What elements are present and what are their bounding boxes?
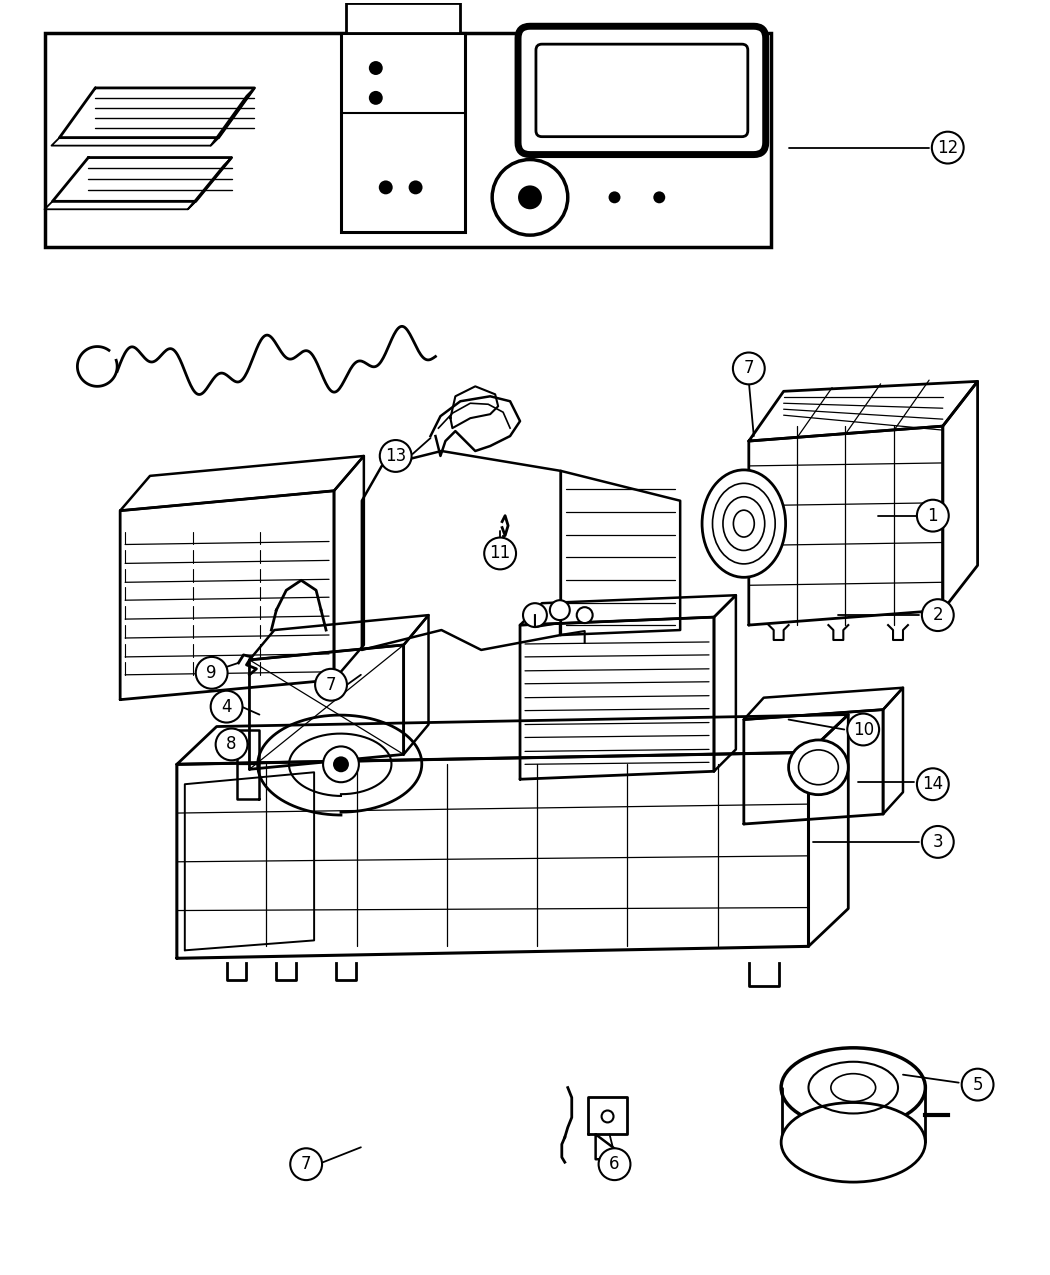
Text: 8: 8	[227, 736, 237, 754]
FancyBboxPatch shape	[536, 45, 748, 136]
Ellipse shape	[781, 1048, 925, 1127]
Text: 4: 4	[222, 697, 232, 715]
Ellipse shape	[702, 470, 785, 578]
Circle shape	[323, 746, 359, 783]
Circle shape	[215, 728, 248, 760]
Circle shape	[518, 185, 542, 209]
Circle shape	[315, 669, 346, 701]
Text: 3: 3	[932, 833, 943, 850]
Ellipse shape	[781, 1103, 925, 1182]
Circle shape	[484, 538, 516, 570]
Circle shape	[523, 603, 547, 627]
Circle shape	[290, 1149, 322, 1181]
Circle shape	[598, 1149, 630, 1181]
Circle shape	[380, 440, 412, 472]
Text: 10: 10	[853, 720, 874, 738]
Circle shape	[733, 352, 764, 384]
Circle shape	[550, 601, 570, 620]
Text: 5: 5	[972, 1076, 983, 1094]
Text: 6: 6	[609, 1155, 620, 1173]
Text: 14: 14	[922, 775, 943, 793]
Circle shape	[379, 181, 393, 194]
Text: 9: 9	[207, 664, 217, 682]
Text: 7: 7	[301, 1155, 312, 1173]
Circle shape	[492, 159, 568, 235]
Circle shape	[917, 769, 949, 801]
Text: 12: 12	[938, 139, 959, 157]
Circle shape	[333, 756, 349, 773]
Circle shape	[576, 607, 592, 623]
Circle shape	[369, 61, 383, 75]
FancyBboxPatch shape	[518, 27, 765, 154]
Circle shape	[922, 826, 953, 858]
Text: 7: 7	[326, 676, 336, 694]
Circle shape	[653, 191, 666, 203]
Text: 13: 13	[385, 448, 406, 465]
Bar	[345, 4, 460, 33]
Text: 7: 7	[743, 360, 754, 377]
Circle shape	[922, 599, 953, 631]
Circle shape	[211, 691, 243, 723]
Circle shape	[609, 191, 621, 203]
Circle shape	[962, 1068, 993, 1100]
Circle shape	[408, 181, 422, 194]
Ellipse shape	[789, 740, 848, 794]
Text: 1: 1	[927, 506, 938, 524]
Text: 2: 2	[932, 606, 943, 625]
Circle shape	[847, 714, 879, 746]
Circle shape	[369, 91, 383, 105]
Circle shape	[195, 657, 228, 688]
Bar	[44, 33, 771, 247]
Bar	[341, 33, 465, 232]
Circle shape	[917, 500, 949, 532]
Circle shape	[931, 131, 964, 163]
Text: 11: 11	[489, 544, 510, 562]
